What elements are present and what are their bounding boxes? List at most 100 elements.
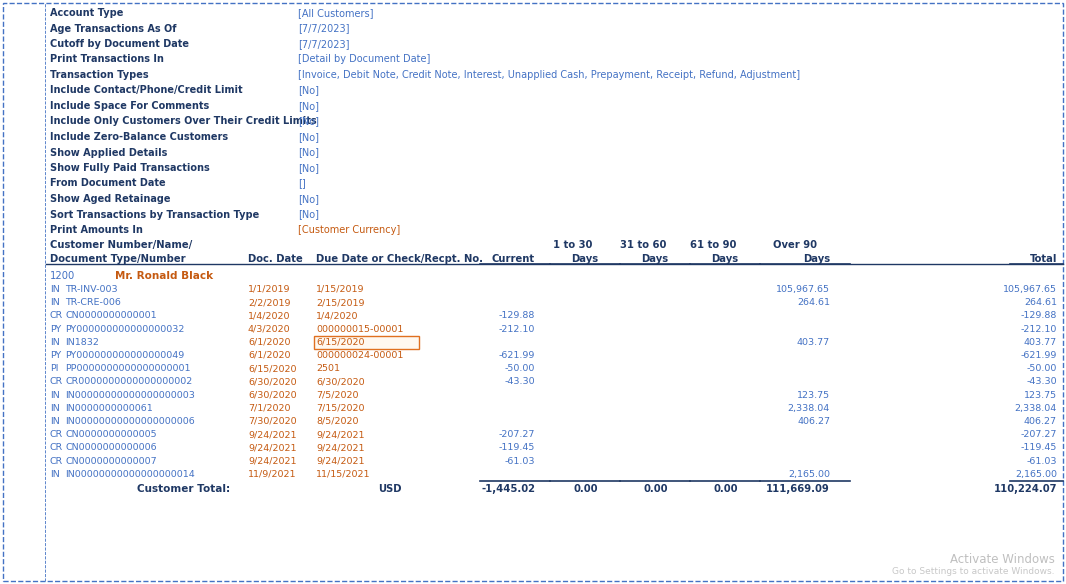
Text: 6/1/2020: 6/1/2020 — [248, 351, 291, 360]
Text: IN00000000000000000014: IN00000000000000000014 — [65, 470, 195, 479]
Text: IN: IN — [50, 417, 60, 426]
Text: CR0000000000000000002: CR0000000000000000002 — [65, 377, 192, 387]
Text: CN0000000000001: CN0000000000001 — [65, 311, 157, 321]
Text: TR-CRE-006: TR-CRE-006 — [65, 298, 120, 307]
Text: 403.77: 403.77 — [1023, 338, 1057, 347]
Text: PP0000000000000000001: PP0000000000000000001 — [65, 364, 191, 373]
Text: -119.45: -119.45 — [499, 443, 535, 453]
Text: [All Customers]: [All Customers] — [298, 8, 373, 18]
Text: Days: Days — [803, 254, 830, 264]
Text: 1/4/2020: 1/4/2020 — [316, 311, 358, 321]
Text: Transaction Types: Transaction Types — [50, 70, 148, 80]
Text: 6/30/2020: 6/30/2020 — [248, 377, 296, 387]
Text: -129.88: -129.88 — [1020, 311, 1057, 321]
Text: 110,224.07: 110,224.07 — [994, 484, 1057, 494]
Text: [Customer Currency]: [Customer Currency] — [298, 225, 400, 235]
Text: 105,967.65: 105,967.65 — [776, 285, 830, 294]
Text: 9/24/2021: 9/24/2021 — [248, 443, 296, 453]
Text: [No]: [No] — [298, 148, 319, 158]
Text: -61.03: -61.03 — [1027, 457, 1057, 465]
Text: -129.88: -129.88 — [499, 311, 535, 321]
Text: IN: IN — [50, 391, 60, 399]
Text: 0.00: 0.00 — [644, 484, 668, 494]
Text: Show Applied Details: Show Applied Details — [50, 148, 167, 158]
Text: Current: Current — [491, 254, 535, 264]
Text: 2,338.04: 2,338.04 — [788, 404, 830, 413]
Text: -119.45: -119.45 — [1020, 443, 1057, 453]
Text: 61 to 90: 61 to 90 — [690, 240, 737, 250]
Text: [No]: [No] — [298, 132, 319, 142]
Text: 406.27: 406.27 — [1024, 417, 1057, 426]
Text: 4/3/2020: 4/3/2020 — [248, 325, 291, 333]
Text: 6/30/2020: 6/30/2020 — [316, 377, 365, 387]
Text: CN0000000000005: CN0000000000005 — [65, 430, 157, 439]
Text: 9/24/2021: 9/24/2021 — [248, 457, 296, 465]
Text: -1,445.02: -1,445.02 — [481, 484, 535, 494]
Text: 000000024-00001: 000000024-00001 — [316, 351, 403, 360]
Text: IN0000000000061: IN0000000000061 — [65, 404, 152, 413]
Text: Activate Windows: Activate Windows — [950, 553, 1055, 566]
Text: 31 to 60: 31 to 60 — [619, 240, 666, 250]
Text: Age Transactions As Of: Age Transactions As Of — [50, 23, 177, 33]
Text: Print Transactions In: Print Transactions In — [50, 54, 164, 64]
Text: 6/1/2020: 6/1/2020 — [248, 338, 291, 347]
Text: IN1832: IN1832 — [65, 338, 99, 347]
Text: [No]: [No] — [298, 101, 319, 111]
Text: CR: CR — [50, 443, 63, 453]
Text: 105,967.65: 105,967.65 — [1003, 285, 1057, 294]
Text: 264.61: 264.61 — [1024, 298, 1057, 307]
Text: 000000015-00001: 000000015-00001 — [316, 325, 403, 333]
Text: Include Only Customers Over Their Credit Limits: Include Only Customers Over Their Credit… — [50, 116, 317, 127]
Text: -207.27: -207.27 — [1020, 430, 1057, 439]
Text: IN: IN — [50, 404, 60, 413]
Text: 6/30/2020: 6/30/2020 — [248, 391, 296, 399]
Text: Go to Settings to activate Windows.: Go to Settings to activate Windows. — [892, 567, 1055, 576]
Text: 403.77: 403.77 — [797, 338, 830, 347]
Text: Due Date or Check/Recpt. No.: Due Date or Check/Recpt. No. — [316, 254, 483, 264]
Text: [No]: [No] — [298, 116, 319, 127]
Text: CR: CR — [50, 311, 63, 321]
Text: -212.10: -212.10 — [1020, 325, 1057, 333]
Text: 7/30/2020: 7/30/2020 — [248, 417, 296, 426]
Text: -621.99: -621.99 — [499, 351, 535, 360]
Text: CN0000000000006: CN0000000000006 — [65, 443, 157, 453]
Text: CR: CR — [50, 430, 63, 439]
Text: Print Amounts In: Print Amounts In — [50, 225, 143, 235]
Text: 9/24/2021: 9/24/2021 — [316, 430, 365, 439]
Text: Days: Days — [571, 254, 598, 264]
Text: 11/9/2021: 11/9/2021 — [248, 470, 296, 479]
Text: Include Contact/Phone/Credit Limit: Include Contact/Phone/Credit Limit — [50, 85, 243, 96]
Text: [Invoice, Debit Note, Credit Note, Interest, Unapplied Cash, Prepayment, Receipt: [Invoice, Debit Note, Credit Note, Inter… — [298, 70, 801, 80]
Text: From Document Date: From Document Date — [50, 179, 165, 189]
Text: CR: CR — [50, 457, 63, 465]
Text: IN: IN — [50, 470, 60, 479]
Text: IN: IN — [50, 285, 60, 294]
Text: 9/24/2021: 9/24/2021 — [248, 430, 296, 439]
Text: -50.00: -50.00 — [1027, 364, 1057, 373]
Text: [No]: [No] — [298, 210, 319, 220]
Text: -212.10: -212.10 — [499, 325, 535, 333]
Text: IN00000000000000000006: IN00000000000000000006 — [65, 417, 195, 426]
Text: 2,165.00: 2,165.00 — [788, 470, 830, 479]
Text: USD: USD — [378, 484, 402, 494]
Text: 1/4/2020: 1/4/2020 — [248, 311, 291, 321]
Text: 9/24/2021: 9/24/2021 — [316, 443, 365, 453]
Text: PY000000000000000032: PY000000000000000032 — [65, 325, 184, 333]
Text: -50.00: -50.00 — [504, 364, 535, 373]
Text: 0.00: 0.00 — [574, 484, 598, 494]
Text: 7/1/2020: 7/1/2020 — [248, 404, 291, 413]
Text: CN0000000000007: CN0000000000007 — [65, 457, 157, 465]
Text: 123.75: 123.75 — [797, 391, 830, 399]
Text: -43.30: -43.30 — [504, 377, 535, 387]
Text: IN: IN — [50, 338, 60, 347]
Text: 9/24/2021: 9/24/2021 — [316, 457, 365, 465]
Text: 1/15/2019: 1/15/2019 — [316, 285, 365, 294]
Text: Over 90: Over 90 — [773, 240, 817, 250]
Text: 0.00: 0.00 — [713, 484, 738, 494]
Text: IN: IN — [50, 298, 60, 307]
Text: 1/1/2019: 1/1/2019 — [248, 285, 291, 294]
Text: [7/7/2023]: [7/7/2023] — [298, 39, 350, 49]
Text: Show Fully Paid Transactions: Show Fully Paid Transactions — [50, 163, 210, 173]
Text: Sort Transactions by Transaction Type: Sort Transactions by Transaction Type — [50, 210, 259, 220]
Bar — [314, 336, 419, 349]
